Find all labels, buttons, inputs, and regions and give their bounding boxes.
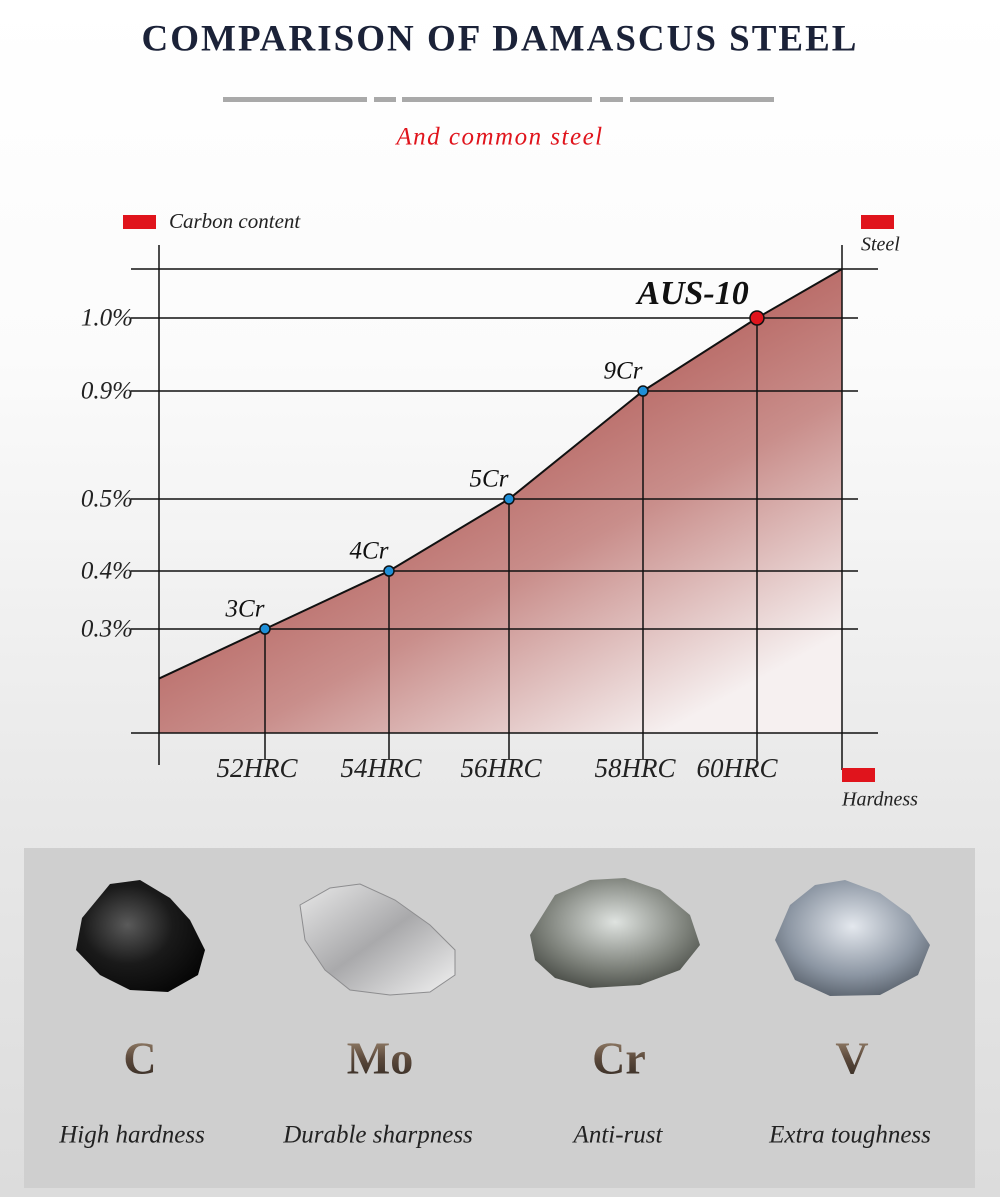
point-label: AUS-10 [635,275,748,312]
legend-swatch [861,215,894,229]
data-point [503,493,515,505]
point-label: 5Cr [470,466,509,493]
x-tick-label: 60HRC [697,753,779,783]
element-description: Durable sharpness [282,1122,473,1149]
element-description: Anti-rust [572,1122,664,1149]
x-tick-label: 58HRC [595,753,677,783]
element-symbol: C [123,1033,156,1084]
x-tick-label: 52HRC [217,753,299,783]
carbon-icon [76,880,205,992]
element-symbol: Cr [592,1033,646,1084]
legend-swatch [123,215,156,229]
x-tick-label: 56HRC [461,753,543,783]
y-tick-label: 1.0% [81,305,133,332]
x-axis-label: Hardness [841,789,918,811]
chart: 0.3% 0.4% 0.5% 0.9% 1.0% 52HRC 54HRC 56HRC 58HRC… [81,209,918,811]
data-point [259,623,271,635]
chromium-icon [530,878,700,988]
point-label: 3Cr [225,596,265,623]
y-tick-label: 0.9% [81,378,133,405]
line-extension [756,268,843,319]
data-point [637,385,649,397]
y-tick-label: 0.4% [81,558,133,585]
element-symbol: V [835,1033,868,1084]
legend-swatch [842,768,875,782]
subtitle: And common steel [394,124,603,151]
y-axis-label: Carbon content [169,209,301,233]
point-label: 4Cr [350,538,389,565]
element-symbol: Mo [347,1033,413,1084]
data-point [383,565,395,577]
element-description: High hardness [58,1122,205,1149]
data-point [749,310,765,326]
elements: C High hardness Mo Durable sharpness Cr Anti-… [58,1033,931,1149]
molybdenum-icon [299,883,456,996]
x-tick-label: 54HRC [341,753,423,783]
divider [223,97,774,102]
element-description: Extra toughness [768,1122,931,1149]
area-fill [159,269,842,733]
title: COMPARISON OF DAMASCUS STEEL [142,18,859,59]
y-tick-label: 0.3% [81,616,133,643]
element-icons [76,878,930,996]
point-label: 9Cr [604,358,643,385]
vanadium-icon [775,880,930,996]
y-tick-label: 0.5% [81,486,133,513]
line-extension [158,628,266,680]
series-label: Steel [861,234,900,256]
